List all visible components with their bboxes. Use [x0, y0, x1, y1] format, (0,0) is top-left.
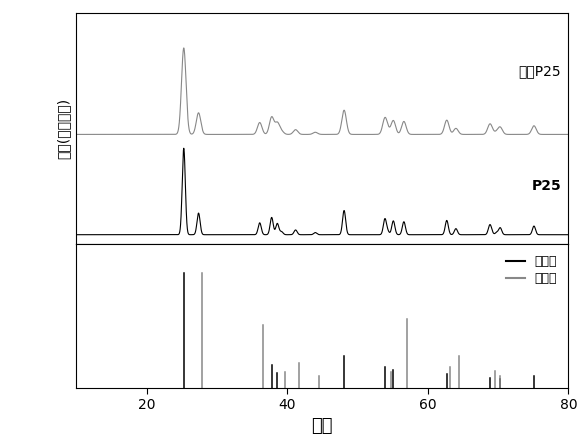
- Y-axis label: 强度(任意单位): 强度(任意单位): [57, 98, 71, 159]
- Legend: 锐鈢矿, 金红石: 锐鈢矿, 金红石: [501, 250, 562, 290]
- X-axis label: 角度: 角度: [312, 417, 333, 434]
- Text: 介孔P25: 介孔P25: [519, 64, 561, 78]
- Text: P25: P25: [532, 179, 561, 193]
